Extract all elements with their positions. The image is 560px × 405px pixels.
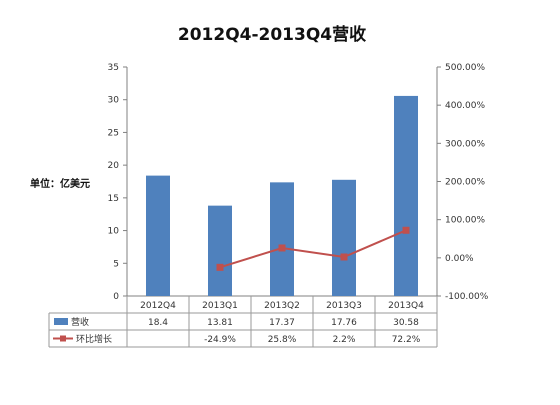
table-cell-revenue: 30.58: [393, 318, 419, 328]
bar-2012Q4: [146, 175, 170, 296]
left-tick-label: 0: [113, 292, 119, 302]
growth-point-2013Q4: [402, 226, 410, 234]
unit-label: 单位：亿美元: [30, 177, 90, 190]
right-tick-label: 0.00%: [445, 254, 474, 264]
table-cell-growth: 72.2%: [392, 335, 421, 345]
right-tick-label: 300.00%: [445, 139, 485, 149]
left-tick-label: 20: [108, 161, 120, 171]
x-tick-label: 2013Q2: [264, 301, 300, 311]
legend-marker-growth: [60, 335, 66, 342]
right-tick-label: 400.00%: [445, 101, 485, 111]
left-tick-label: 15: [108, 194, 119, 204]
bar-2013Q3: [332, 179, 356, 296]
left-tick-label: 35: [108, 63, 119, 73]
right-tick-label: -100.00%: [445, 292, 489, 302]
left-tick-label: 10: [108, 227, 120, 237]
bar-2013Q1: [208, 205, 232, 296]
growth-point-2013Q1: [216, 263, 224, 271]
legend-label-growth: 环比增长: [76, 333, 112, 345]
line-layer: [216, 226, 410, 271]
bar-2013Q4: [394, 95, 418, 296]
right-tick-label: 200.00%: [445, 178, 485, 188]
table-cell-growth: 25.8%: [268, 335, 297, 345]
x-tick-label: 2013Q1: [202, 301, 238, 311]
growth-line: [219, 229, 407, 269]
table-cell-revenue: 17.37: [269, 318, 295, 328]
left-tick-label: 25: [108, 128, 119, 138]
table-cell-revenue: 13.81: [207, 318, 233, 328]
growth-point-2013Q3: [340, 253, 348, 261]
table-cell-growth: 2.2%: [333, 335, 356, 345]
right-tick-label: 500.00%: [445, 63, 485, 73]
axes-layer: 0 5 10 15 20 25 30 35 -100.00% 0.00% 100.00% 200.00…: [108, 63, 489, 302]
right-tick-label: 100.00%: [445, 216, 485, 226]
x-tick-label: 2013Q4: [388, 301, 424, 311]
x-tick-label: 2013Q3: [326, 301, 362, 311]
table-cell-growth: -24.9%: [204, 335, 236, 345]
table-cell-revenue: 18.4: [148, 318, 168, 328]
legend-label-revenue: 营收: [71, 316, 89, 328]
growth-point-2013Q2: [278, 244, 286, 252]
legend-swatch-revenue: [54, 318, 68, 325]
data-table: 2012Q4 2013Q1 2013Q2 2013Q3 2013Q4 营收 18.4 13.8…: [48, 296, 438, 348]
bars-layer: [146, 95, 418, 296]
chart-title: 2012Q4-2013Q4营收: [178, 24, 366, 45]
left-tick-label: 5: [113, 259, 119, 269]
table-cell-revenue: 17.76: [331, 318, 357, 328]
x-tick-label: 2012Q4: [140, 301, 176, 311]
left-tick-label: 30: [108, 96, 120, 106]
bar-2013Q2: [270, 182, 294, 296]
